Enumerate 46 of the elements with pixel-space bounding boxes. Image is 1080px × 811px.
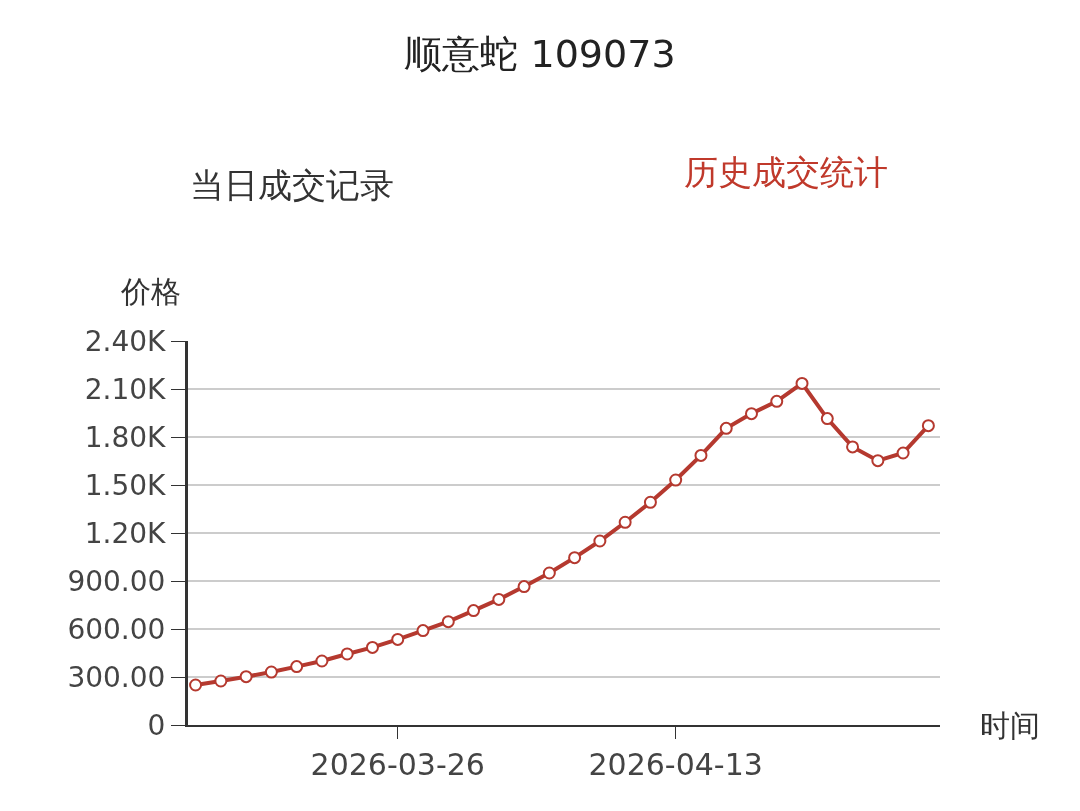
point (315, 654, 329, 668)
x-tick-label: 2026-04-13 (588, 747, 763, 782)
point (542, 566, 556, 580)
point (770, 394, 784, 408)
point (795, 376, 809, 390)
point (846, 440, 860, 454)
point (517, 580, 531, 594)
text: 历史成交统计 (684, 152, 888, 192)
point (744, 407, 758, 421)
point (214, 674, 228, 688)
point (365, 640, 379, 654)
point (492, 592, 506, 606)
point (239, 670, 253, 684)
point (290, 660, 304, 674)
point (189, 678, 203, 692)
y-tick-label: 1.20K (84, 516, 167, 550)
point (568, 551, 582, 565)
point (643, 495, 657, 509)
point (467, 604, 481, 618)
point (820, 412, 834, 426)
point (340, 647, 354, 661)
y-tick-label: 1.80K (84, 420, 167, 454)
point (416, 624, 430, 638)
point (921, 419, 935, 433)
y-tick-label: 2.40K (84, 324, 167, 358)
y-tick-label: 1.50K (84, 468, 167, 502)
y-tick-label: 900.00 (67, 564, 166, 598)
y-tick-label: 600.00 (67, 612, 166, 646)
point (669, 473, 683, 487)
point (694, 448, 708, 462)
point (441, 615, 455, 629)
y-tick-label: 0 (147, 708, 166, 742)
y-tick-label: 2.10K (84, 372, 167, 406)
y-tick-label: 300.00 (67, 660, 166, 694)
point (871, 454, 885, 468)
point (264, 665, 278, 679)
x-tick-label: 2026-03-26 (310, 747, 485, 782)
point (391, 632, 405, 646)
x-axis-title: 时间 (980, 708, 1040, 743)
point (593, 534, 607, 548)
point (618, 515, 632, 529)
y-axis-title: 价格 (120, 274, 181, 309)
text: 当日成交记录 (190, 165, 394, 205)
point (896, 446, 910, 460)
point (719, 421, 733, 435)
chart-title: 顺意蛇 109073 (404, 31, 676, 76)
